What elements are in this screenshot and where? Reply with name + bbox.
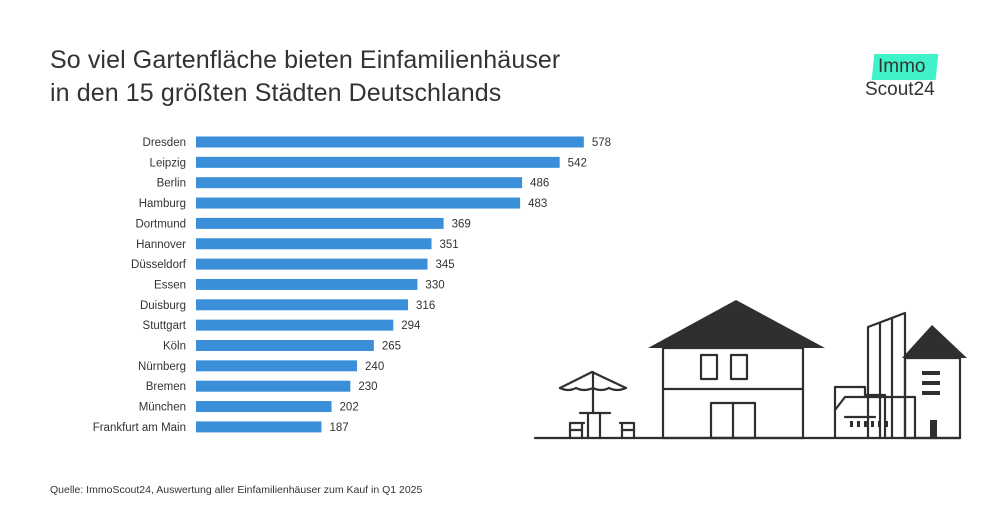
logo-text-bottom: Scout24 bbox=[865, 79, 935, 100]
data-label: 230 bbox=[358, 381, 377, 393]
houses-garden-illustration-icon bbox=[533, 300, 967, 440]
data-label: 202 bbox=[340, 402, 359, 414]
category-label: Bremen bbox=[146, 381, 186, 393]
chart-title: So viel Gartenfläche bieten Einfamilienh… bbox=[50, 44, 560, 110]
bar bbox=[196, 340, 374, 351]
bar bbox=[196, 197, 521, 209]
data-label: 294 bbox=[401, 320, 421, 332]
bar bbox=[196, 360, 358, 372]
category-label: Nürnberg bbox=[138, 361, 186, 373]
title-line-1: So viel Gartenfläche bieten Einfamilienh… bbox=[50, 46, 561, 74]
category-label: Dresden bbox=[143, 137, 186, 149]
category-label: Dortmund bbox=[136, 218, 187, 230]
data-label: 578 bbox=[592, 137, 611, 149]
bar bbox=[196, 319, 394, 331]
data-label: 187 bbox=[329, 422, 348, 434]
category-label: Frankfurt am Main bbox=[93, 422, 186, 434]
bar bbox=[196, 278, 418, 290]
title-line-2: in den 15 größten Städten Deutschlands bbox=[50, 79, 502, 107]
bar bbox=[196, 299, 409, 311]
category-label: Leipzig bbox=[150, 157, 186, 169]
logo-text-top: Immo bbox=[878, 56, 926, 77]
bar bbox=[196, 258, 428, 270]
category-label: Stuttgart bbox=[143, 320, 187, 332]
data-label: 240 bbox=[365, 361, 384, 373]
data-label: 351 bbox=[440, 239, 459, 251]
data-label: 369 bbox=[452, 218, 471, 230]
data-label: 265 bbox=[382, 341, 401, 353]
category-label: Essen bbox=[154, 279, 186, 291]
category-label: Düsseldorf bbox=[131, 259, 187, 271]
data-label: 345 bbox=[435, 259, 454, 271]
data-label: 330 bbox=[425, 279, 444, 291]
category-label: München bbox=[139, 402, 186, 414]
data-label: 483 bbox=[528, 198, 547, 210]
data-label: 542 bbox=[568, 157, 587, 169]
bar bbox=[196, 380, 351, 392]
data-label: 316 bbox=[416, 300, 435, 312]
category-label: Hamburg bbox=[139, 198, 186, 210]
bar bbox=[196, 217, 444, 229]
bar bbox=[196, 238, 432, 250]
source-note: Quelle: ImmoScout24, Auswertung aller Ei… bbox=[50, 484, 423, 496]
category-label: Duisburg bbox=[140, 300, 186, 312]
bar bbox=[196, 177, 523, 189]
category-label: Hannover bbox=[136, 239, 186, 251]
category-label: Köln bbox=[163, 341, 186, 353]
bar bbox=[196, 136, 584, 148]
category-label: Berlin bbox=[157, 178, 186, 190]
immoscout24-logo: Immo Scout24 bbox=[862, 50, 957, 105]
bar bbox=[196, 156, 560, 168]
bar bbox=[196, 421, 322, 433]
bar bbox=[196, 401, 332, 413]
bar-chart: Dresden 578 Leipzig 542 Berlin 486 Hamburg 483 D… bbox=[93, 136, 611, 434]
data-label: 486 bbox=[530, 178, 549, 190]
